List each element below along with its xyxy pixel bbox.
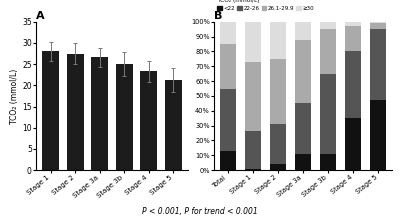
Bar xyxy=(270,164,286,170)
Bar xyxy=(295,40,311,103)
Bar xyxy=(220,22,236,44)
Bar xyxy=(116,64,133,170)
Y-axis label: TCO₂ (mmol/L): TCO₂ (mmol/L) xyxy=(10,68,19,124)
Text: P < 0.001, P for trend < 0.001: P < 0.001, P for trend < 0.001 xyxy=(142,207,258,216)
Bar xyxy=(245,22,261,62)
Bar xyxy=(42,51,59,170)
Bar xyxy=(320,154,336,170)
Bar xyxy=(245,131,261,169)
Bar xyxy=(295,103,311,154)
Bar xyxy=(245,169,261,170)
Bar xyxy=(320,29,336,74)
Text: B: B xyxy=(214,11,222,21)
Bar xyxy=(370,22,386,23)
Bar xyxy=(220,151,236,170)
Bar xyxy=(370,29,386,100)
Bar xyxy=(91,57,108,170)
Bar xyxy=(345,22,361,26)
Bar xyxy=(220,89,236,151)
Bar xyxy=(370,100,386,170)
Bar xyxy=(345,26,361,51)
Bar xyxy=(270,59,286,124)
Bar xyxy=(165,80,182,170)
Bar xyxy=(140,71,157,170)
Bar xyxy=(345,118,361,170)
Bar xyxy=(345,51,361,118)
Bar xyxy=(320,22,336,29)
Bar xyxy=(67,54,84,170)
Bar xyxy=(295,154,311,170)
Bar xyxy=(270,22,286,59)
Legend: <22, 22-26, 26.1-29.9, ≥30: <22, 22-26, 26.1-29.9, ≥30 xyxy=(217,0,315,12)
Bar xyxy=(220,44,236,89)
Bar xyxy=(270,124,286,164)
Bar xyxy=(295,22,311,40)
Text: A: A xyxy=(36,11,45,21)
Bar xyxy=(245,62,261,131)
Bar xyxy=(370,23,386,29)
Bar xyxy=(320,74,336,154)
